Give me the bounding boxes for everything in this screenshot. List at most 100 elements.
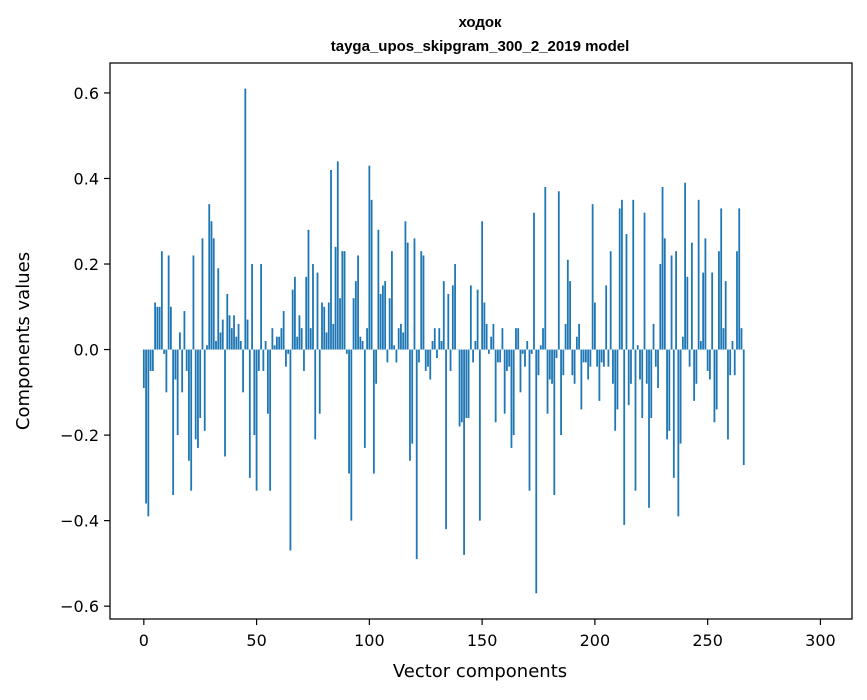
- bar-257: [723, 328, 725, 349]
- y-tick-label-6: 0.6: [74, 84, 99, 103]
- bar-140: [459, 350, 461, 427]
- bar-229: [659, 264, 661, 350]
- bar-176: [540, 345, 542, 349]
- bar-206: [608, 350, 610, 367]
- bar-231: [664, 238, 666, 349]
- bar-163: [511, 350, 513, 448]
- bar-78: [319, 350, 321, 414]
- bar-18: [184, 311, 186, 349]
- bar-11: [168, 255, 170, 349]
- bar-64: [287, 350, 289, 354]
- bar-161: [506, 350, 508, 371]
- bar-52: [260, 264, 262, 350]
- bar-67: [294, 277, 296, 350]
- bar-61: [281, 328, 283, 349]
- bar-97: [362, 341, 364, 350]
- bar-23: [195, 350, 197, 440]
- bar-129: [434, 328, 436, 349]
- bar-239: [682, 337, 684, 350]
- bar-177: [542, 328, 544, 349]
- bar-205: [605, 285, 607, 349]
- bar-130: [436, 350, 438, 359]
- bar-94: [355, 281, 357, 349]
- y-tick-label-4: 0.2: [74, 255, 99, 274]
- bar-245: [695, 350, 697, 384]
- bar-128: [432, 341, 434, 350]
- bar-187: [565, 324, 567, 350]
- bar-115: [402, 332, 404, 349]
- bar-238: [680, 350, 682, 444]
- x-tick-label-250: 250: [692, 631, 723, 650]
- bar-232: [666, 350, 668, 440]
- bar-93: [353, 298, 355, 349]
- bar-70: [301, 328, 303, 349]
- bar-48: [251, 264, 253, 350]
- bar-251: [709, 350, 711, 380]
- bar-114: [400, 324, 402, 350]
- bar-57: [271, 328, 273, 349]
- bar-136: [450, 350, 452, 371]
- bar-29: [208, 204, 210, 349]
- bar-249: [705, 238, 707, 349]
- bar-235: [673, 350, 675, 478]
- x-tick-label-0: 0: [139, 631, 149, 650]
- bar-109: [389, 298, 391, 349]
- bar-124: [423, 255, 425, 349]
- bar-33: [217, 268, 219, 349]
- bar-5: [154, 303, 156, 350]
- bar-56: [269, 350, 271, 491]
- bar-164: [513, 350, 515, 436]
- bar-189: [569, 281, 571, 349]
- bar-62: [283, 311, 285, 349]
- bar-230: [662, 187, 664, 350]
- bar-260: [729, 350, 731, 376]
- x-axis-label: Vector components: [393, 661, 567, 682]
- bar-85: [335, 247, 337, 350]
- y-axis-label: Components values: [13, 252, 34, 430]
- bar-166: [517, 328, 519, 349]
- bar-127: [429, 350, 431, 380]
- bar-126: [427, 350, 429, 367]
- bar-214: [626, 234, 628, 349]
- bar-41: [235, 337, 237, 350]
- bar-201: [596, 350, 598, 367]
- bar-200: [594, 303, 596, 350]
- bar-87: [339, 298, 341, 349]
- bar-255: [718, 251, 720, 349]
- bar-228: [657, 350, 659, 388]
- chart-subtitle: tayga_upos_skipgram_300_2_2019 model: [331, 38, 630, 55]
- bar-138: [454, 264, 456, 350]
- bar-258: [725, 281, 727, 349]
- bar-234: [671, 255, 673, 349]
- bar-175: [538, 350, 540, 376]
- bar-100: [368, 166, 370, 350]
- bar-204: [603, 350, 605, 367]
- bar-3: [150, 350, 152, 371]
- x-tick-label-200: 200: [580, 631, 611, 650]
- bar-181: [551, 350, 553, 384]
- bar-188: [567, 260, 569, 350]
- bar-240: [684, 183, 686, 350]
- bar-84: [332, 324, 334, 350]
- bar-132: [441, 341, 443, 350]
- bar-193: [578, 324, 580, 350]
- bar-209: [614, 350, 616, 431]
- bar-17: [181, 350, 183, 393]
- bar-13: [172, 350, 174, 495]
- bar-133: [443, 281, 445, 349]
- bar-192: [576, 337, 578, 350]
- bar-150: [481, 221, 483, 349]
- x-tick-label-50: 50: [246, 631, 266, 650]
- bar-45: [244, 89, 246, 350]
- bar-125: [425, 350, 427, 371]
- bar-54: [265, 341, 267, 350]
- bar-144: [468, 350, 470, 418]
- bar-197: [587, 350, 589, 380]
- bar-185: [560, 350, 562, 436]
- bar-174: [535, 350, 537, 594]
- bar-250: [707, 350, 709, 371]
- bar-218: [635, 350, 637, 491]
- bar-172: [531, 350, 533, 354]
- bar-168: [522, 350, 524, 354]
- bar-76: [314, 350, 316, 440]
